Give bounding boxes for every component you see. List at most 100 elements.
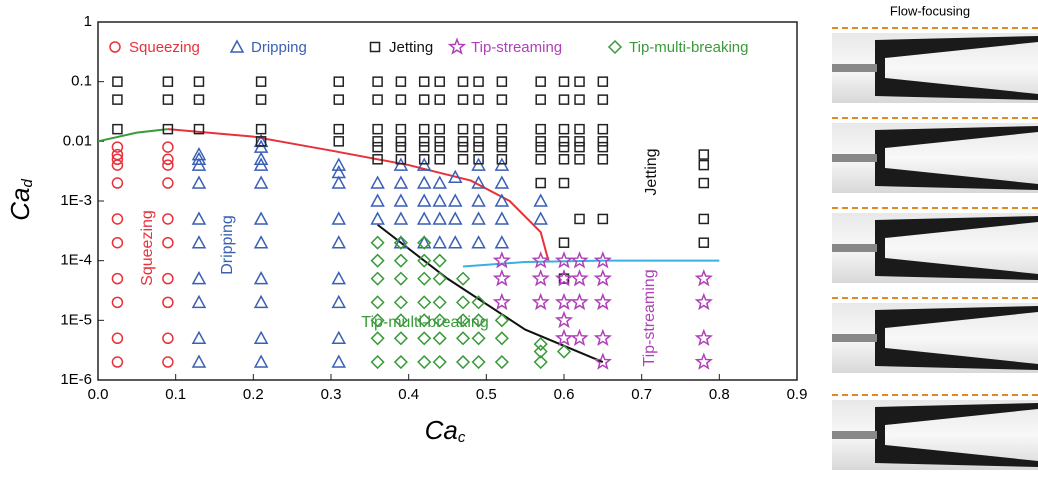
point xyxy=(536,77,545,86)
point xyxy=(193,273,205,284)
point xyxy=(257,95,266,104)
point xyxy=(575,143,584,152)
y-tick-label: 1 xyxy=(84,13,92,30)
point xyxy=(418,195,430,206)
point xyxy=(163,297,173,307)
point xyxy=(163,154,173,164)
point xyxy=(449,237,461,248)
point xyxy=(420,77,429,86)
point xyxy=(534,295,548,309)
point xyxy=(435,95,444,104)
region-label: Squeezing xyxy=(139,210,156,286)
point xyxy=(497,77,506,86)
point xyxy=(572,253,586,267)
point xyxy=(560,77,569,86)
point xyxy=(372,237,384,249)
point xyxy=(557,313,571,327)
point xyxy=(112,297,122,307)
point xyxy=(699,150,708,159)
point xyxy=(395,332,407,344)
point xyxy=(418,273,430,285)
point xyxy=(598,77,607,86)
point xyxy=(536,179,545,188)
point xyxy=(536,143,545,152)
point xyxy=(373,143,382,152)
point xyxy=(473,332,485,344)
boundary-curve xyxy=(98,129,168,141)
x-axis-label-main: Ca xyxy=(425,415,458,445)
panel-title: Flow-focusing xyxy=(890,3,970,18)
point xyxy=(112,160,122,170)
point xyxy=(473,213,485,224)
point xyxy=(418,237,430,248)
point xyxy=(449,195,461,206)
point xyxy=(473,237,485,248)
point xyxy=(112,178,122,188)
point xyxy=(434,237,446,248)
point xyxy=(560,125,569,134)
point xyxy=(535,213,547,224)
point xyxy=(418,213,430,224)
y-axis-label-main: Ca xyxy=(5,188,35,221)
channel xyxy=(832,64,877,72)
point xyxy=(372,273,384,285)
point xyxy=(497,137,506,146)
point xyxy=(449,213,461,224)
point xyxy=(474,143,483,152)
point xyxy=(193,213,205,224)
point xyxy=(434,332,446,344)
point xyxy=(396,77,405,86)
point xyxy=(434,273,446,285)
point xyxy=(536,155,545,164)
point xyxy=(536,95,545,104)
point xyxy=(435,155,444,164)
point xyxy=(474,137,483,146)
point xyxy=(575,95,584,104)
point xyxy=(194,95,203,104)
point xyxy=(459,77,468,86)
point xyxy=(163,238,173,248)
x-tick-label: 0.7 xyxy=(631,386,652,403)
legend-marker xyxy=(371,43,380,52)
region-label: Jetting xyxy=(643,148,660,195)
point xyxy=(112,333,122,343)
legend-marker xyxy=(110,42,120,52)
point xyxy=(560,155,569,164)
point xyxy=(193,177,205,188)
point xyxy=(534,271,548,285)
legend-marker xyxy=(609,41,621,53)
point xyxy=(418,356,430,368)
point xyxy=(459,155,468,164)
point xyxy=(334,77,343,86)
point xyxy=(372,255,384,267)
point xyxy=(474,95,483,104)
point xyxy=(193,296,205,307)
point xyxy=(395,195,407,206)
point xyxy=(163,178,173,188)
point xyxy=(598,155,607,164)
point xyxy=(495,295,509,309)
point xyxy=(255,273,267,284)
point xyxy=(334,95,343,104)
x-tick-label: 0.9 xyxy=(787,386,808,403)
point xyxy=(333,273,345,284)
point xyxy=(536,137,545,146)
point xyxy=(598,125,607,134)
point xyxy=(572,295,586,309)
x-axis-label-sub: c xyxy=(458,429,466,446)
point xyxy=(395,213,407,224)
point xyxy=(418,332,430,344)
point xyxy=(435,143,444,152)
x-tick-label: 0.6 xyxy=(554,386,575,403)
point xyxy=(373,125,382,134)
point xyxy=(434,356,446,368)
point xyxy=(497,143,506,152)
point xyxy=(418,177,430,188)
point xyxy=(193,332,205,343)
point xyxy=(535,338,547,350)
point xyxy=(193,237,205,248)
point xyxy=(333,356,345,367)
point xyxy=(257,77,266,86)
point xyxy=(575,125,584,134)
x-tick-label: 0.0 xyxy=(88,386,109,403)
